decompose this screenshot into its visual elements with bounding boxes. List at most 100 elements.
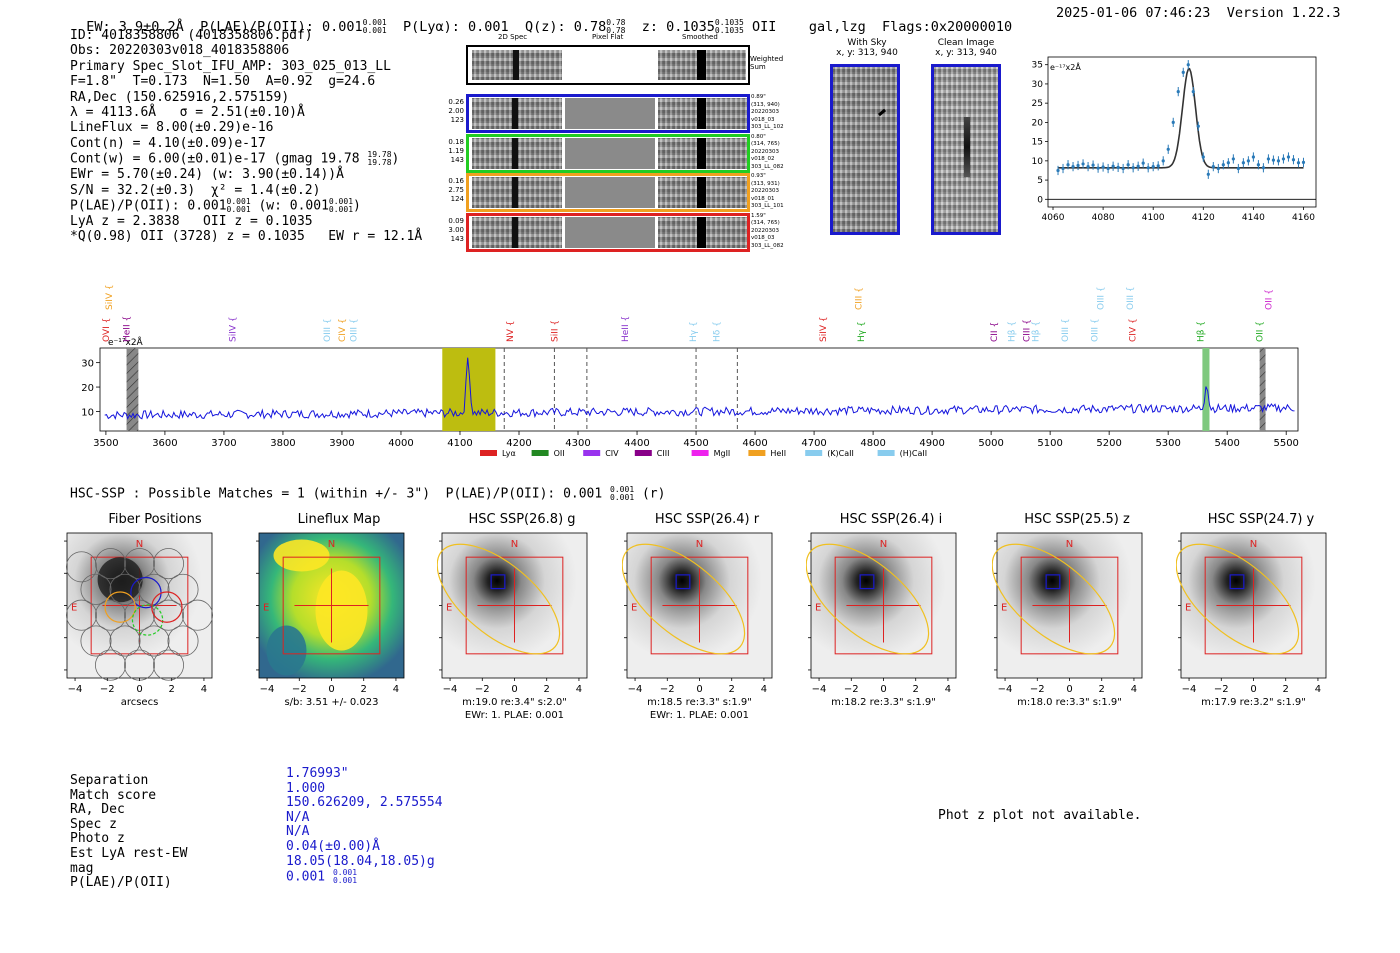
lineflux-blob xyxy=(266,625,307,676)
match-values: 1.76993" 1.000 150.626209, 2.575554 N/A … xyxy=(286,766,443,885)
hsc-x-tick-label: 2 xyxy=(913,684,919,695)
spec-x-tick-label: 4600 xyxy=(742,438,767,449)
compass-e: E xyxy=(1001,603,1007,614)
hsc-panel-title: HSC SSP(26.8) g xyxy=(468,512,576,527)
zoom-data-point xyxy=(1231,157,1235,161)
fiber-circle xyxy=(65,551,98,583)
cutout-flat xyxy=(565,98,655,129)
zoom-data-point xyxy=(1111,164,1115,168)
zoom-data-point xyxy=(1186,63,1190,67)
hsc-x-tick-label: −4 xyxy=(628,684,643,695)
spec-legend-swatch xyxy=(531,450,549,456)
match-key-separation: Separation xyxy=(70,773,149,788)
compass-e: E xyxy=(815,603,821,614)
header-version: Version 1.22.3 xyxy=(1226,5,1341,21)
match-key-radec: RA, Dec xyxy=(70,802,125,818)
fiber-circle xyxy=(94,548,127,580)
fiber-circle xyxy=(138,625,170,657)
fiber-circle xyxy=(167,573,199,605)
cutout-row-stats: 0.16 2.75 124 xyxy=(448,177,464,203)
hsc-caption-2: EWr: 1. PLAE: 0.001 xyxy=(465,710,564,721)
info-lineflux: LineFlux = 8.00(±0.29)e-16 xyxy=(70,120,274,136)
cutout-row-meta: 0.80" (314, 765) 20220303 v018_02 303_LL_082 xyxy=(751,133,784,170)
hsc-panel-title: HSC SSP(26.4) i xyxy=(839,512,943,527)
cutout-smooth-line xyxy=(697,216,706,248)
header-z: z: 0.1035 xyxy=(641,19,715,35)
spec-legend-swatch xyxy=(691,450,709,456)
zoom-data-point xyxy=(1071,165,1075,169)
spec-legend-swatch xyxy=(748,450,766,456)
spec-y-tick-label: 20 xyxy=(81,383,94,394)
spec-line-label: CIV { xyxy=(1129,318,1139,342)
spec-line-label: SiIV { xyxy=(105,284,115,310)
compass-n: N xyxy=(511,539,518,550)
zoom-data-point xyxy=(1181,70,1185,74)
info-sn: S/N = 32.2(±0.3) χ² = 1.4(±0.2) xyxy=(70,182,321,198)
info-contw: Cont(w) = 6.00(±0.01)e-17 (gmag 19.78 19… xyxy=(70,150,400,168)
hsc-x-tick-label: −4 xyxy=(812,684,827,695)
zoom-data-point xyxy=(1286,155,1291,159)
hsc-x-tick-label: 0 xyxy=(880,684,886,695)
hsc-title: HSC-SSP : Possible Matches = 1 (within +… xyxy=(70,485,666,502)
spec-legend-swatch xyxy=(583,450,601,456)
hsc-x-tick-label: 0 xyxy=(136,684,142,695)
spec-x-tick-label: 4300 xyxy=(565,438,590,449)
zoom-data-point xyxy=(1256,163,1260,167)
zoom-data-point xyxy=(1061,166,1065,171)
aperture-box xyxy=(1020,556,1119,655)
spec-line-label: HeII { xyxy=(621,316,631,342)
lineflux-blob xyxy=(273,539,330,572)
zoom-data-point xyxy=(1251,155,1255,159)
aperture-box xyxy=(282,556,381,655)
zoom-y-tick-label: 35 xyxy=(1032,61,1043,71)
info-lambda: λ = 4113.6Å σ = 2.51(±0.10)Å xyxy=(70,105,305,121)
spec-legend-swatch xyxy=(805,450,823,456)
spec-legend-swatch xyxy=(480,450,497,456)
spec-x-tick-label: 5300 xyxy=(1155,438,1180,449)
compass-n: N xyxy=(136,539,143,550)
hsc-caption-1: m:18.0 re:3.3" s:1.9" xyxy=(1017,697,1122,708)
zoom-y-label: e⁻¹⁷x2Å xyxy=(1050,61,1081,72)
zoom-data-point xyxy=(1221,163,1225,167)
info-fline: F=1.8" T=0.173 N=1.50 A=0.92 g=24.6 xyxy=(70,74,376,90)
spec-line-label: Hβ { xyxy=(1197,321,1207,342)
source-marker xyxy=(1045,574,1061,590)
hsc-x-tick-label: 2 xyxy=(361,684,367,695)
hsc-x-tick-label: 2 xyxy=(169,684,175,695)
hsc-x-tick-label: −4 xyxy=(1182,684,1197,695)
hsc-caption-1: m:19.0 re:3.4" s:2.0" xyxy=(462,697,567,708)
info-contn: Cont(n) = 4.10(±0.09)e-17 xyxy=(70,135,266,151)
zoom-data-point xyxy=(1146,166,1150,170)
zoom-data-point xyxy=(1076,163,1080,168)
compass-e: E xyxy=(631,603,637,614)
hsc-x-tick-label: 2 xyxy=(1283,684,1289,695)
weighted-sum-cutout xyxy=(466,45,750,85)
header-datetime: 2025-01-06 07:46:23 xyxy=(1056,5,1211,21)
hsc-x-tick-label: −2 xyxy=(292,684,307,695)
match-key-specz: Spec z xyxy=(70,816,117,832)
info-obs: Obs: 20220303v018_4018358806 xyxy=(70,43,290,59)
fiber-circle xyxy=(167,625,199,657)
fiber-circle xyxy=(181,599,214,631)
hsc-caption-1: m:18.2 re:3.3" s:1.9" xyxy=(831,697,936,708)
with-sky-header: With Sky x, y: 313, 940 xyxy=(836,38,898,58)
zoom-data-point xyxy=(1206,172,1210,176)
hsc-panel-title: Fiber Positions xyxy=(108,512,202,527)
hsc-caption-1: s/b: 3.51 +/- 0.023 xyxy=(284,697,378,708)
spec-masked-band xyxy=(1259,348,1266,431)
clean-image-source xyxy=(964,117,970,177)
match-key-plae: P(LAE)/P(OII) xyxy=(70,875,172,891)
spec-legend-label: CIV xyxy=(605,449,619,458)
hsc-x-tick-label: −2 xyxy=(660,684,675,695)
hsc-x-tick-label: −2 xyxy=(844,684,859,695)
spec-y-label: e⁻¹⁷x2Å xyxy=(108,336,144,348)
hsc-panel-title: HSC SSP(25.5) z xyxy=(1024,512,1130,527)
zoom-data-point xyxy=(1056,168,1060,173)
zoom-data-point xyxy=(1246,159,1250,163)
cutout-row-stats: 0.26 2.00 123 xyxy=(448,98,464,124)
fiber-circle xyxy=(109,573,141,605)
compass-e: E xyxy=(1185,603,1191,614)
zoom-y-tick-label: 5 xyxy=(1037,176,1043,186)
